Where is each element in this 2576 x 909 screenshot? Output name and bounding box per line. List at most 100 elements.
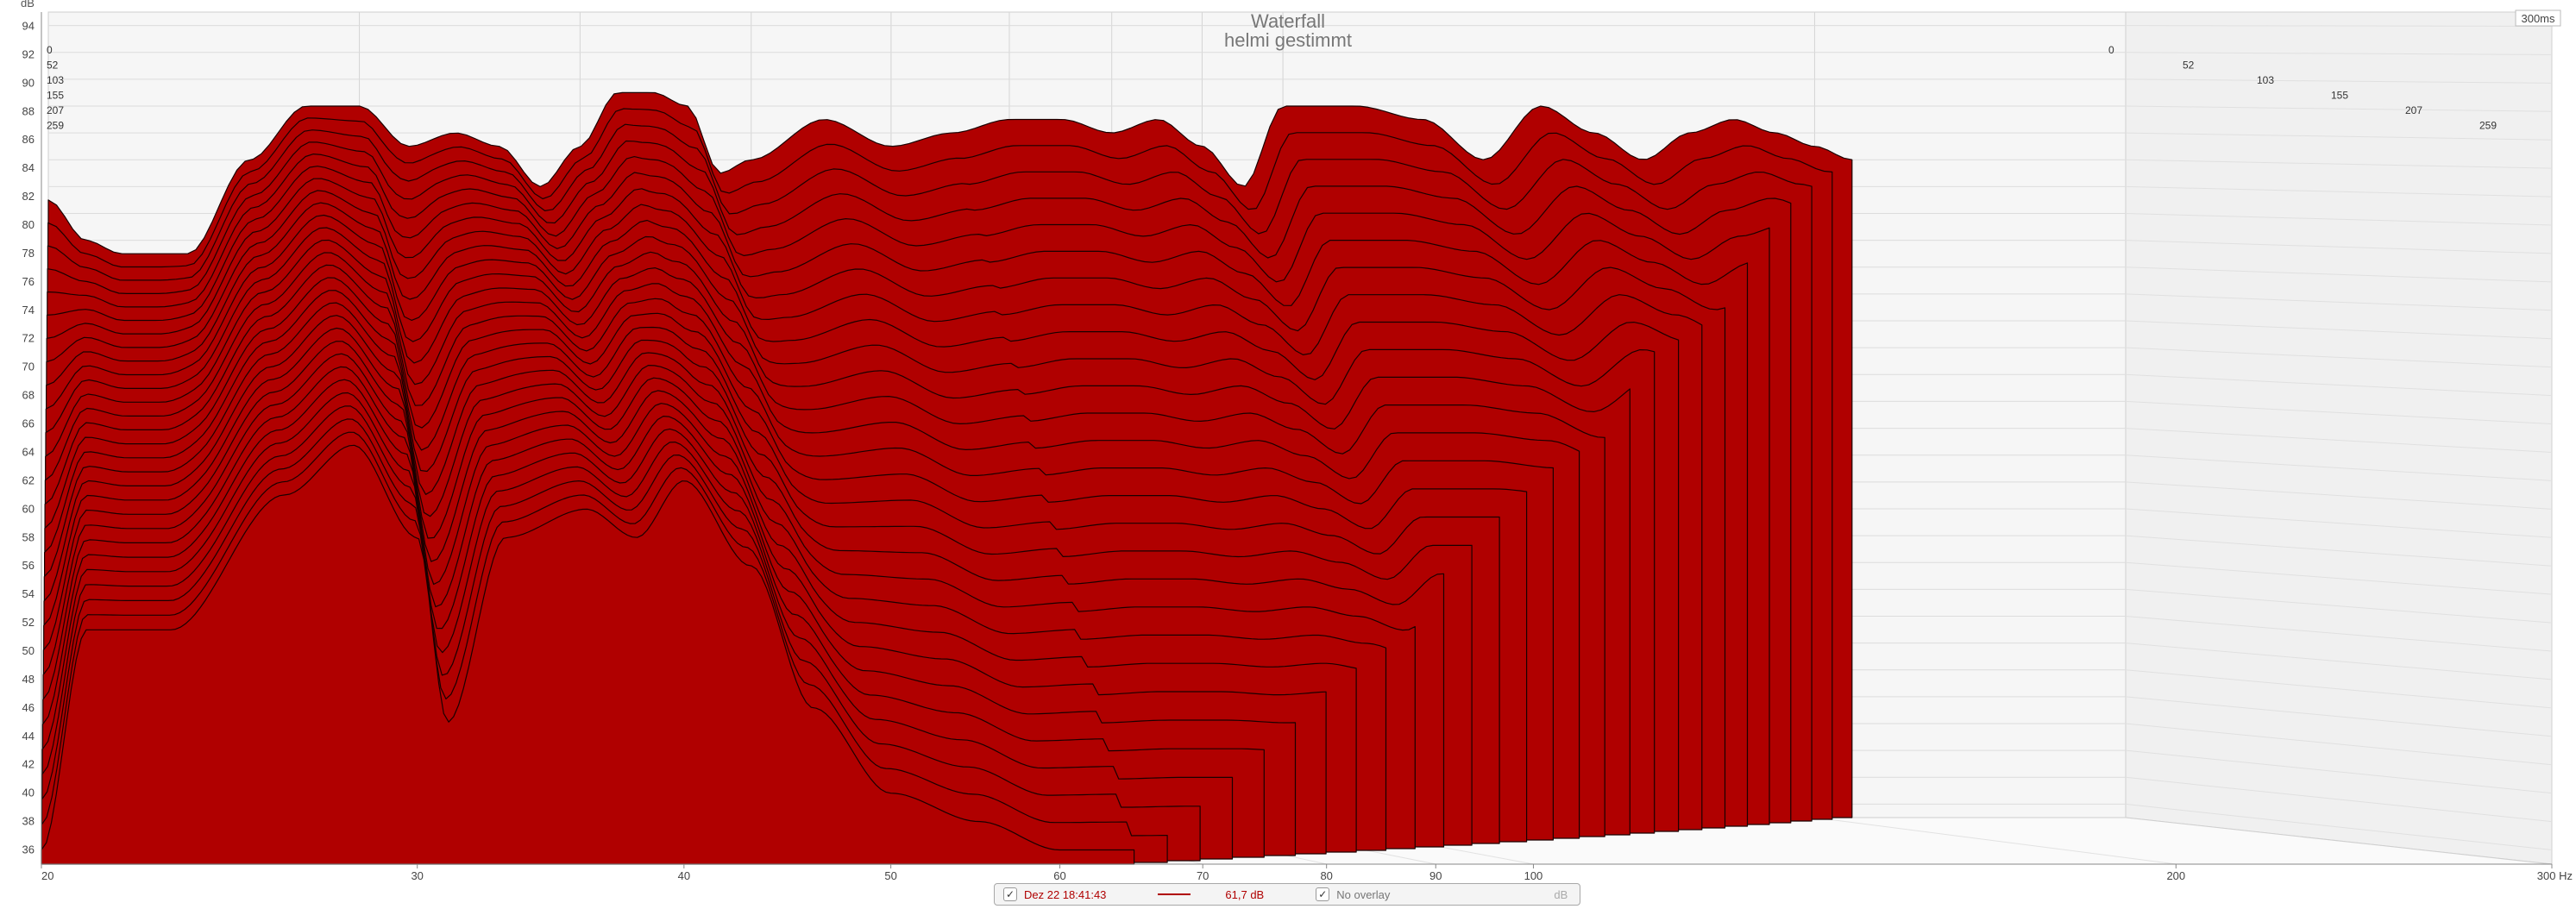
depth-label: 300ms — [2521, 12, 2555, 25]
chart-subtitle: helmi gestimmt — [1224, 29, 1352, 51]
y-tick-label: 70 — [22, 360, 35, 373]
side-gridline — [2125, 347, 2553, 368]
y-tick-label: 76 — [22, 275, 35, 288]
time-label-left: 103 — [47, 74, 64, 86]
x-tick-label: 90 — [1429, 869, 1442, 882]
side-gridline — [2125, 616, 2553, 652]
y-tick-label: 84 — [22, 161, 35, 174]
side-gridline — [2125, 669, 2553, 709]
y-tick-label: 90 — [22, 76, 35, 89]
side-gridline — [2125, 749, 2553, 794]
y-tick-label: 80 — [22, 218, 35, 231]
side-gridline — [2125, 723, 2553, 766]
y-tick-label: 62 — [22, 473, 35, 486]
time-label-left: 0 — [47, 44, 53, 56]
overlay-label[interactable]: No overlay — [1336, 887, 1391, 901]
time-label-right: 103 — [2257, 74, 2274, 86]
side-gridline — [2125, 213, 2553, 226]
side-gridline — [2125, 561, 2553, 595]
x-tick-label: 20 — [41, 869, 53, 882]
y-tick-label: 78 — [22, 247, 35, 260]
y-tick-label: 40 — [22, 787, 35, 799]
legend-unit: dB — [1554, 887, 1568, 901]
y-tick-label: 48 — [22, 673, 35, 686]
floor-gridline — [1814, 817, 2177, 865]
side-gridline — [2125, 132, 2553, 141]
time-label-left: 155 — [47, 90, 64, 102]
side-gridline — [2125, 105, 2553, 112]
y-tick-label: 36 — [22, 843, 35, 856]
time-label-right: 259 — [2479, 120, 2497, 132]
side-gridline — [2125, 400, 2553, 425]
side-gridline — [2125, 588, 2553, 624]
time-label-left: 52 — [47, 60, 59, 72]
y-tick-label: 68 — [22, 389, 35, 402]
side-gridline — [2125, 776, 2553, 823]
axes: 36 38 40 42 44 46 48 50 52 54 56 58 60 62 64 66 68 70 72 74… — [22, 12, 2573, 882]
y-tick-label: 52 — [22, 616, 35, 629]
side-gridline — [2125, 320, 2553, 340]
y-tick-label: 88 — [22, 104, 35, 117]
y-tick-label: 74 — [22, 304, 35, 317]
side-gridline — [2125, 803, 2553, 851]
x-tick-label: 50 — [884, 869, 896, 882]
y-tick-label: 46 — [22, 701, 35, 714]
y-tick-label: 72 — [22, 332, 35, 345]
series-color-swatch — [1158, 893, 1191, 895]
side-gridline — [2125, 293, 2553, 311]
y-tick-label: 50 — [22, 644, 35, 657]
y-tick-label: 60 — [22, 502, 35, 515]
y-tick-label: 86 — [22, 133, 35, 146]
y-axis-unit: dB — [21, 0, 35, 9]
y-tick-label: 58 — [22, 530, 35, 543]
side-gridline — [2125, 185, 2553, 197]
side-wall — [2125, 11, 2553, 865]
side-gridline — [2125, 643, 2553, 680]
side-gridline — [2125, 240, 2553, 254]
y-tick-label: 64 — [22, 445, 35, 458]
y-tick-label: 94 — [22, 19, 35, 32]
x-tick-label: 200 — [2166, 869, 2185, 882]
x-tick-label: 30 — [411, 869, 423, 882]
y-tick-label: 66 — [22, 417, 35, 430]
side-gridline — [2125, 159, 2553, 169]
y-tick-label: 54 — [22, 587, 35, 600]
side-gridline — [2125, 481, 2553, 510]
chart-title: Waterfall — [1251, 10, 1325, 32]
y-tick-label: 38 — [22, 815, 35, 828]
waterfall-slice — [41, 444, 1135, 865]
y-tick-label: 92 — [22, 47, 35, 60]
legend-bar: ✓ Dez 22 18:41:43 61,7 dB ✓ No overlay d… — [994, 883, 1580, 906]
measurement-value: 61,7 dB — [1225, 887, 1265, 901]
y-tick-label: 82 — [22, 190, 35, 203]
waterfall-slices — [41, 91, 1853, 865]
time-label-left: 207 — [47, 104, 64, 116]
side-gridline — [2125, 696, 2553, 737]
measurement-checkbox[interactable]: ✓ — [1003, 887, 1017, 901]
x-tick-label: 80 — [1320, 869, 1332, 882]
depth-label-box: 300ms — [2515, 9, 2561, 27]
x-tick-label: 300 Hz — [2537, 869, 2573, 882]
x-tick-label: 60 — [1053, 869, 1065, 882]
x-tick-label: 40 — [678, 869, 690, 882]
y-tick-label: 44 — [22, 730, 35, 743]
side-gridline — [2125, 266, 2553, 283]
side-gridline — [2125, 535, 2553, 567]
measurement-label[interactable]: Dez 22 18:41:43 — [1024, 887, 1107, 901]
x-tick-label: 100 — [1524, 869, 1543, 882]
side-gridline — [2125, 52, 2553, 55]
y-tick-label: 56 — [22, 559, 35, 572]
side-gridline — [2125, 78, 2553, 84]
side-gridline — [2125, 428, 2553, 453]
overlay-checkbox[interactable]: ✓ — [1316, 887, 1330, 901]
side-gridline — [2125, 373, 2553, 397]
side-gridline — [2125, 454, 2553, 481]
time-label-right: 52 — [2183, 60, 2195, 72]
time-label-right: 155 — [2331, 90, 2348, 102]
y-tick-label: 42 — [22, 758, 35, 771]
side-gridline — [2125, 25, 2553, 27]
x-tick-label: 70 — [1197, 869, 1209, 882]
time-label-right: 207 — [2405, 104, 2422, 116]
time-label-right: 0 — [2108, 44, 2114, 56]
